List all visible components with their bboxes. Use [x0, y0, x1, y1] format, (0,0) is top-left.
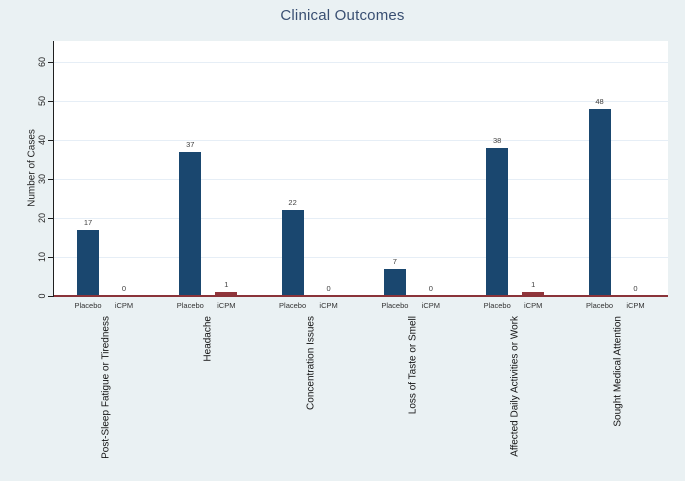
bar-value-label: 22	[288, 198, 297, 208]
bar-value-label: 0	[633, 284, 638, 293]
y-tick	[48, 256, 53, 258]
y-tick-label: 50	[37, 95, 48, 107]
category-label: Loss of Taste or Smell	[407, 316, 419, 415]
gridline	[54, 256, 668, 258]
bar-value-label: 48	[595, 96, 604, 106]
bar-placebo	[383, 268, 406, 296]
y-tick-label: 60	[37, 56, 48, 68]
bar-placebo	[486, 147, 509, 296]
series-tick-label-icpm: iCPM	[421, 301, 441, 310]
y-tick	[48, 100, 53, 102]
gridline	[54, 217, 668, 219]
bar-value-label: 1	[224, 280, 229, 290]
y-tick	[48, 295, 53, 297]
y-axis-title: Number of Cases	[26, 129, 38, 207]
bar-value-label: 0	[121, 284, 127, 293]
series-tick-label-icpm: iCPM	[319, 301, 338, 310]
gridline	[54, 139, 668, 141]
bar-placebo	[179, 151, 202, 296]
bar-placebo	[281, 210, 304, 296]
y-axis-line	[52, 41, 54, 297]
series-tick-label-placebo: Placebo	[585, 301, 614, 310]
y-tick-label: 10	[37, 251, 48, 263]
bar-value-label: 38	[493, 135, 502, 145]
bar-placebo	[588, 108, 611, 296]
series-tick-label-icpm: iCPM	[114, 301, 134, 310]
x-axis-baseline	[54, 295, 668, 297]
series-tick-label-placebo: Placebo	[279, 301, 307, 310]
bar-value-label: 37	[186, 139, 195, 149]
y-tick	[48, 178, 53, 180]
category-label: Affected Daily Activities or Work	[509, 316, 521, 457]
gridline	[54, 178, 668, 180]
bar-value-label: 0	[326, 284, 331, 293]
series-tick-label-icpm: iCPM	[626, 301, 645, 310]
y-tick	[48, 61, 53, 63]
category-label: Concentration Issues	[305, 316, 317, 410]
bar-value-label: 0	[428, 284, 433, 293]
series-tick-label-placebo: Placebo	[176, 301, 204, 310]
bar-value-label: 7	[392, 256, 397, 266]
series-tick-label-icpm: iCPM	[524, 301, 543, 310]
category-label: Post-Sleep Fatigue or Tiredness	[100, 316, 112, 459]
series-tick-label-placebo: Placebo	[483, 301, 511, 310]
series-tick-label-placebo: Placebo	[74, 301, 102, 310]
gridline	[54, 61, 668, 63]
bar-value-label: 17	[83, 217, 93, 227]
y-tick-label: 20	[37, 212, 48, 224]
bar-icpm	[522, 292, 545, 296]
category-label: Sought Medical Attention	[612, 316, 623, 427]
y-tick-label: 40	[37, 134, 48, 146]
y-tick-label: 0	[37, 293, 48, 299]
category-label: Headache	[202, 316, 214, 362]
y-tick	[48, 139, 53, 141]
bar-placebo	[77, 229, 99, 296]
bar-value-label: 1	[531, 280, 536, 290]
bar-icpm	[215, 292, 238, 296]
y-tick-label: 30	[37, 173, 48, 185]
y-tick	[48, 217, 53, 219]
series-tick-label-icpm: iCPM	[217, 301, 236, 310]
gridline	[54, 100, 668, 102]
plot-area: 17 0 37 1 22 0 7 0 38 1 48 0	[54, 41, 668, 297]
chart-title: Clinical Outcomes	[280, 7, 405, 24]
series-tick-label-placebo: Placebo	[381, 301, 409, 310]
